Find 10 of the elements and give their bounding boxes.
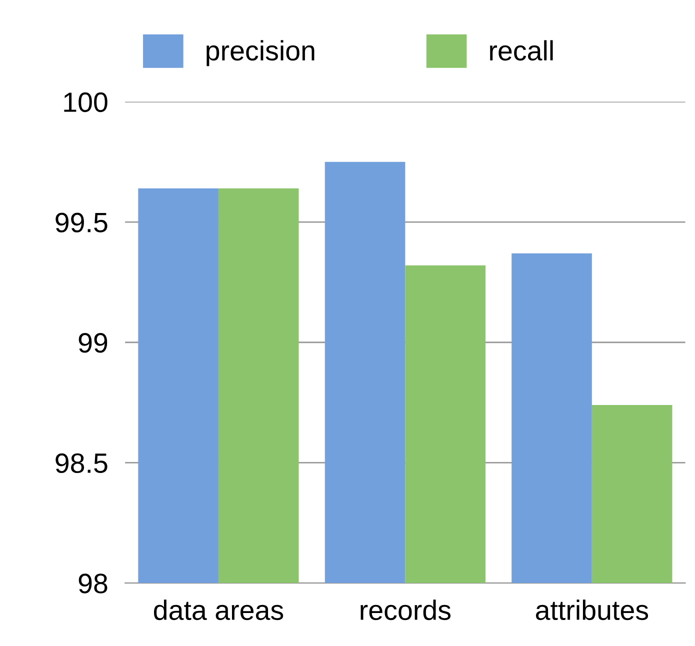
y-tick-label: 98.5 <box>56 453 108 474</box>
legend-label: recall <box>490 40 553 61</box>
y-tick-label: 100 <box>64 92 108 112</box>
legend-label: precision <box>206 40 314 66</box>
x-tick-label: records <box>360 600 450 620</box>
x-tick-label: data areas <box>154 600 284 620</box>
y-tick-label: 98 <box>78 574 108 594</box>
y-tick-label: 99.5 <box>56 212 108 232</box>
y-tick-label: 99 <box>78 333 108 353</box>
x-tick-label: attributes <box>536 600 648 620</box>
